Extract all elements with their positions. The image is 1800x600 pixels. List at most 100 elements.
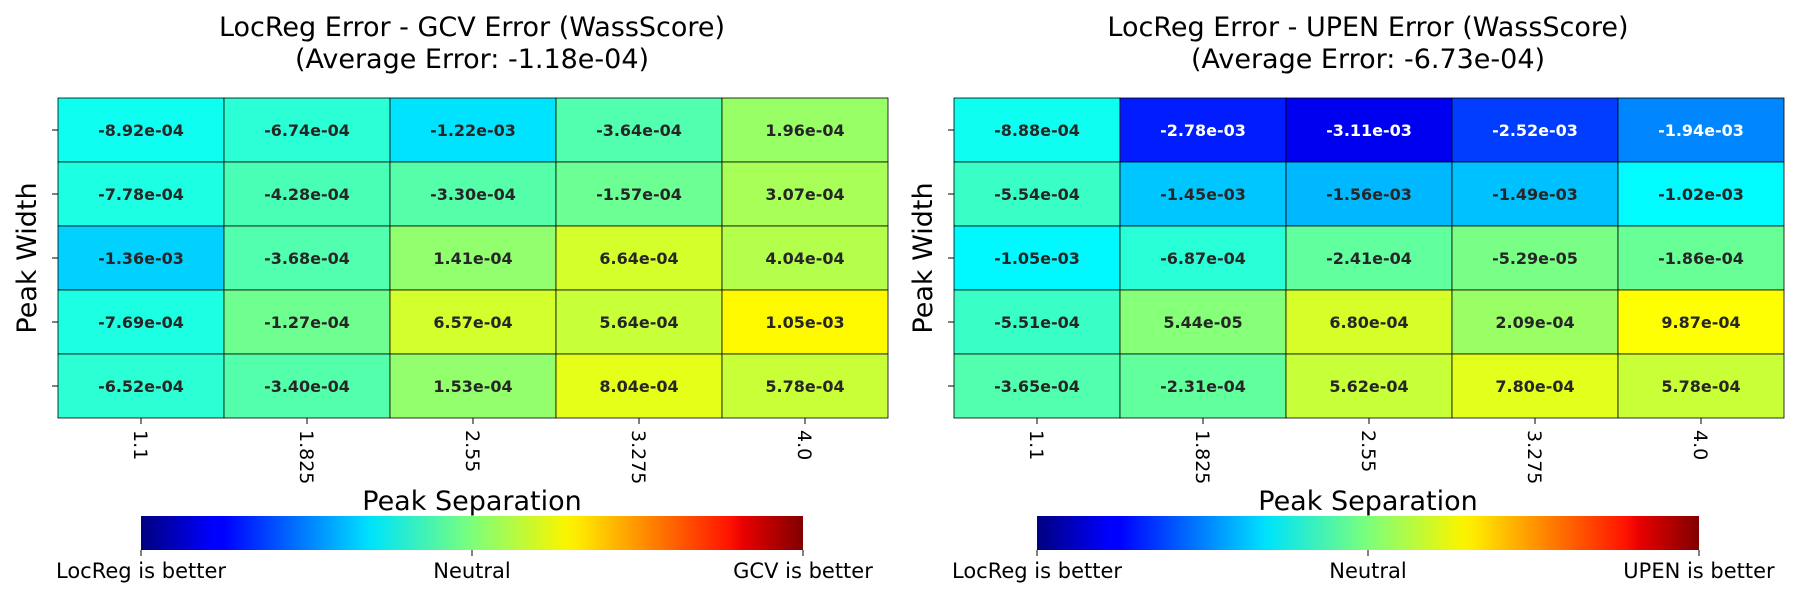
heatmap-cell xyxy=(1451,289,1619,355)
cell-value-label: -2.41e-04 xyxy=(1326,249,1412,268)
cell-value-label: -3.30e-04 xyxy=(430,185,516,204)
cell-value-label: 6.64e-04 xyxy=(599,249,678,268)
colorbar-labels: LocReg is better Neutral UPEN is better xyxy=(952,550,1775,583)
heatmap-cells xyxy=(953,97,1785,419)
cell-value-label: 1.41e-04 xyxy=(433,249,512,268)
x-tick-label: 4.0 xyxy=(1689,430,1711,460)
cell-value-label: -5.29e-05 xyxy=(1492,249,1578,268)
chart-subtitle: (Average Error: -1.18e-04) xyxy=(295,44,649,75)
heatmap-cell xyxy=(389,289,557,355)
heatmap-cell xyxy=(1617,97,1785,163)
cell-value-label: -6.87e-04 xyxy=(1160,249,1246,268)
cell-value-label: -1.36e-03 xyxy=(98,249,184,268)
heatmap-panel-upen: LocReg Error - UPEN Error (WassScore) (A… xyxy=(908,12,1785,583)
cell-value-label: -8.92e-04 xyxy=(98,121,184,140)
y-ticks xyxy=(52,129,58,387)
cell-value-label: -7.78e-04 xyxy=(98,185,184,204)
heatmap-cell xyxy=(1119,161,1287,227)
cell-value-label: 1.05e-03 xyxy=(765,313,844,332)
heatmap-cell xyxy=(1119,289,1287,355)
cell-value-label: -8.88e-04 xyxy=(994,121,1080,140)
cell-value-label: -1.27e-04 xyxy=(264,313,350,332)
heatmap-cell xyxy=(223,289,391,355)
x-tick-label: 3.275 xyxy=(1523,430,1545,484)
cell-value-labels: -8.92e-04 -6.74e-04 -1.22e-03 -3.64e-04 1.96… xyxy=(98,121,845,396)
colorbar-label: LocReg is better xyxy=(952,559,1122,583)
cell-value-label: -5.54e-04 xyxy=(994,185,1080,204)
cell-value-label: -3.40e-04 xyxy=(264,377,350,396)
heatmap-panel-gcv: LocReg Error - GCV Error (WassScore) (Av… xyxy=(12,12,889,583)
cell-value-label: -1.94e-03 xyxy=(1658,121,1744,140)
chart-title: LocReg Error - UPEN Error (WassScore) xyxy=(1107,12,1628,43)
heatmap-cell xyxy=(1617,161,1785,227)
x-tick-label: 2.55 xyxy=(1357,430,1379,472)
x-tick-label: 1.825 xyxy=(1191,430,1213,484)
heatmap-cell xyxy=(555,225,723,291)
heatmap-cell xyxy=(57,353,225,419)
heatmap-cell xyxy=(1285,289,1453,355)
colorbar xyxy=(1037,516,1699,550)
heatmap-cell xyxy=(1285,353,1453,419)
cell-value-label: -7.69e-04 xyxy=(98,313,184,332)
x-tick-labels: 1.1 1.825 2.55 3.275 4.0 xyxy=(129,418,815,484)
cell-value-label: 6.80e-04 xyxy=(1329,313,1408,332)
heatmap-cell xyxy=(1451,97,1619,163)
cell-value-label: -1.45e-03 xyxy=(1160,185,1246,204)
x-tick-label: 3.275 xyxy=(627,430,649,484)
cell-value-label: 2.09e-04 xyxy=(1495,313,1574,332)
cell-value-label: -3.11e-03 xyxy=(1326,121,1412,140)
x-tick-label: 2.55 xyxy=(461,430,483,472)
heatmap-cell xyxy=(721,161,889,227)
heatmap-cell xyxy=(1451,353,1619,419)
heatmap-cell xyxy=(1451,225,1619,291)
heatmap-cell xyxy=(223,225,391,291)
cell-value-label: 8.04e-04 xyxy=(599,377,678,396)
cell-value-label: 5.64e-04 xyxy=(599,313,678,332)
heatmap-cell xyxy=(1285,225,1453,291)
x-tick-label: 4.0 xyxy=(793,430,815,460)
heatmap-cell xyxy=(721,353,889,419)
cell-value-label: -3.64e-04 xyxy=(596,121,682,140)
cell-value-label: -1.56e-03 xyxy=(1326,185,1412,204)
heatmap-cell xyxy=(555,289,723,355)
cell-value-label: 5.78e-04 xyxy=(1661,377,1740,396)
x-tick-label: 1.1 xyxy=(129,430,151,460)
x-tick-label: 1.1 xyxy=(1025,430,1047,460)
heatmap-cell xyxy=(953,161,1121,227)
heatmap-cell xyxy=(721,225,889,291)
cell-value-label: -1.05e-03 xyxy=(994,249,1080,268)
colorbar xyxy=(141,516,803,550)
heatmap-cell xyxy=(953,289,1121,355)
cell-value-label: -3.65e-04 xyxy=(994,377,1080,396)
heatmap-cells xyxy=(57,97,889,419)
heatmap-cell xyxy=(1119,353,1287,419)
heatmap-cell xyxy=(57,97,225,163)
heatmap-cell xyxy=(953,97,1121,163)
cell-value-label: 5.44e-05 xyxy=(1163,313,1242,332)
heatmap-cell xyxy=(1617,353,1785,419)
colorbar-label: GCV is better xyxy=(733,559,873,583)
cell-value-label: -2.31e-04 xyxy=(1160,377,1246,396)
cell-value-label: -6.74e-04 xyxy=(264,121,350,140)
y-axis-label: Peak Width xyxy=(908,182,939,333)
cell-value-label: 1.96e-04 xyxy=(765,121,844,140)
heatmap-cell xyxy=(57,161,225,227)
y-axis-label: Peak Width xyxy=(12,182,43,333)
heatmap-cell xyxy=(721,97,889,163)
cell-value-label: -4.28e-04 xyxy=(264,185,350,204)
heatmap-cell xyxy=(953,225,1121,291)
heatmap-cell xyxy=(1617,225,1785,291)
cell-value-label: 5.78e-04 xyxy=(765,377,844,396)
heatmap-cell xyxy=(223,97,391,163)
cell-value-labels: -8.88e-04 -2.78e-03 -3.11e-03 -2.52e-03 -1.9… xyxy=(994,121,1744,396)
chart-subtitle: (Average Error: -6.73e-04) xyxy=(1191,44,1545,75)
cell-value-label: 7.80e-04 xyxy=(1495,377,1574,396)
x-axis-label: Peak Separation xyxy=(362,486,582,517)
colorbar-labels: LocReg is better Neutral GCV is better xyxy=(56,550,873,583)
cell-value-label: -2.52e-03 xyxy=(1492,121,1578,140)
cell-value-label: -1.49e-03 xyxy=(1492,185,1578,204)
cell-value-label: 9.87e-04 xyxy=(1661,313,1740,332)
cell-value-label: -1.22e-03 xyxy=(430,121,516,140)
heatmap-cell xyxy=(555,97,723,163)
